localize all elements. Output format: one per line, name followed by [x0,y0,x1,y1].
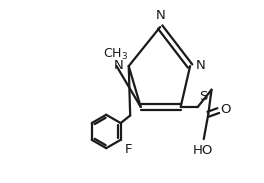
Text: N: N [114,59,124,72]
Text: CH$_3$: CH$_3$ [103,46,128,61]
Text: S: S [200,90,208,103]
Text: F: F [125,143,133,156]
Text: N: N [196,59,205,72]
Text: N: N [156,9,166,22]
Text: O: O [220,103,231,116]
Text: HO: HO [193,144,213,157]
